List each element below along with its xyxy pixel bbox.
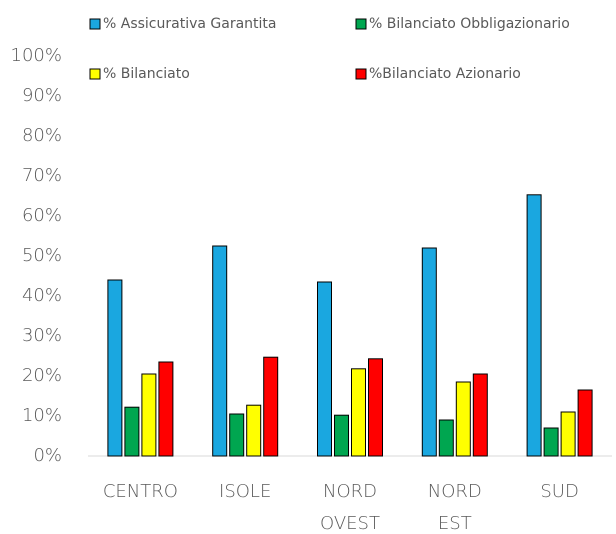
legend-label: % Bilanciato Obbligazionario	[369, 16, 570, 32]
y-tick-label: 70%	[22, 165, 62, 186]
bar	[526, 194, 542, 457]
bar	[421, 247, 437, 457]
bar	[158, 361, 174, 457]
y-tick-label: 100%	[11, 45, 62, 66]
bar	[124, 406, 140, 457]
bar	[107, 279, 123, 457]
bar	[351, 368, 366, 457]
y-tick-label: 0%	[33, 445, 62, 466]
x-tick-label: ISOLE	[219, 481, 272, 502]
bar	[438, 419, 454, 457]
legend-swatch	[89, 68, 101, 80]
bar	[455, 381, 471, 457]
y-tick-label: 90%	[22, 85, 62, 106]
y-tick-label: 40%	[22, 285, 62, 306]
bar	[212, 245, 228, 457]
bar	[246, 404, 262, 457]
bar	[263, 356, 279, 457]
y-tick-label: 50%	[22, 245, 62, 266]
y-tick-label: 30%	[22, 325, 62, 346]
x-tick-label: NORD OVEST	[320, 481, 380, 534]
y-tick-label: 10%	[22, 405, 62, 426]
x-tick-label: SUD	[540, 481, 579, 502]
x-tick-label: NORD EST	[427, 481, 482, 534]
bar	[543, 427, 559, 457]
bar	[472, 373, 488, 457]
y-tick-label: 80%	[22, 125, 62, 146]
x-tick-label: CENTRO	[102, 481, 178, 502]
legend-swatch	[89, 18, 101, 30]
bar	[368, 358, 383, 457]
y-tick-label: 60%	[22, 205, 62, 226]
bar	[334, 414, 349, 457]
bar	[577, 389, 593, 457]
legend-label: % Assicurativa Garantita	[103, 16, 277, 32]
legend-label: % Bilanciato	[103, 66, 190, 82]
legend-swatch	[355, 18, 367, 30]
bar	[229, 413, 245, 457]
legend-label: %Bilanciato Azionario	[369, 66, 521, 82]
bar	[141, 373, 157, 457]
y-tick-label: 20%	[22, 365, 62, 386]
bar	[560, 411, 576, 457]
legend-swatch	[355, 68, 367, 80]
bar	[317, 281, 332, 457]
